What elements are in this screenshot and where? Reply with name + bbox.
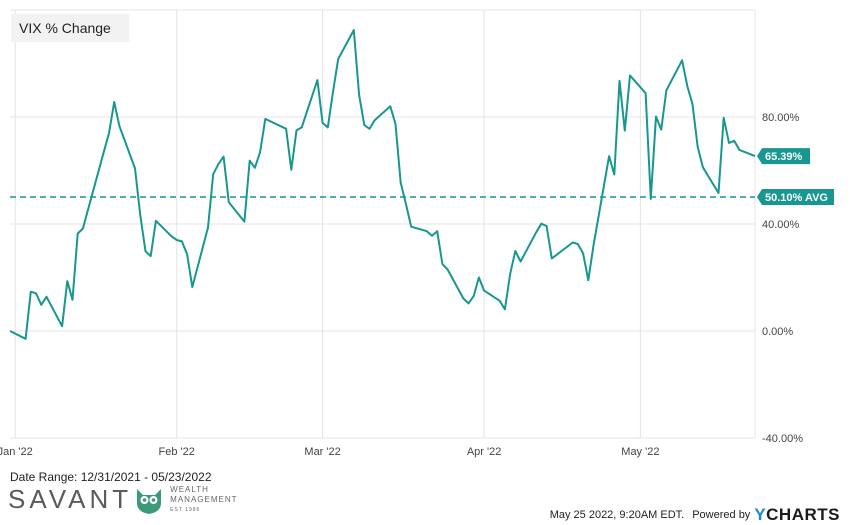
y-tick-label: 0.00% [762,326,793,338]
series-line-vix [9,29,756,340]
x-tick-label: Apr '22 [467,446,502,458]
savant-tagline: WEALTH MANAGEMENT EST 1986 [170,485,237,515]
chart-title: VIX % Change [11,14,129,42]
y-tick-label: -40.00% [762,433,803,445]
x-tick-label: Jan '22 [0,446,33,458]
powered-by-label: Powered by [692,509,751,521]
date-range: Date Range: 12/31/2021 - 05/23/2022 [10,470,212,484]
savant-logo: SAVANT WEALTH MANAGEMENT EST 1986 [8,484,238,515]
y-tick-label: 40.00% [762,219,800,231]
savant-tagline-2: MANAGEMENT [170,494,238,504]
y-axis: -40.00% 0.00% 40.00% 80.00% [762,112,803,445]
footer-credit: May 25 2022, 9:20AM EDT. Powered by YCHA… [550,505,840,525]
timestamp: May 25 2022, 9:20AM EDT. [549,509,685,521]
grid-layer [10,9,756,439]
y-tick-label: 80.00% [762,112,800,124]
average-badge: 50.10% AVG [757,188,834,205]
ycharts-logo[interactable]: YCHARTS [754,505,840,525]
savant-tagline-3: EST 1986 [170,506,201,513]
x-tick-label: May '22 [621,446,659,458]
owl-icon [137,488,162,514]
ycharts-logo-text: CHARTS [766,505,840,524]
savant-wordmark: SAVANT [8,484,133,514]
savant-tagline-1: WEALTH [170,484,209,494]
last-value-badge: 65.39% [757,148,810,165]
x-axis: Jan '22 Feb '22 Mar '22 Apr '22 May '22 [0,446,659,458]
last-value-label: 65.39% [765,151,803,163]
ycharts-logo-y: Y [754,505,767,524]
average-label: 50.10% AVG [765,192,828,204]
x-tick-label: Mar '22 [304,446,340,458]
x-tick-label: Feb '22 [159,446,195,458]
average-badge-shape [757,188,834,205]
last-value-badge-shape [757,148,810,165]
